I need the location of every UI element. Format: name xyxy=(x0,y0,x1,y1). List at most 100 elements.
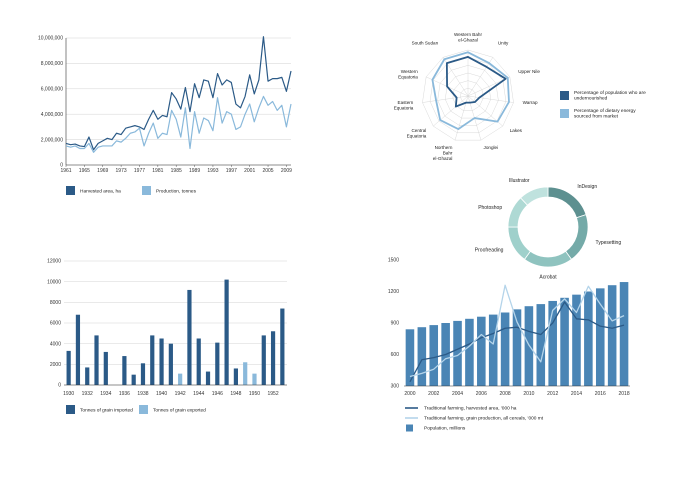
donut-chart-skills: InDesign Typesetting Acrobat Proofreading Ph… xyxy=(475,178,622,280)
radar-chart-food-security: Western Bahr el-Ghazal Unity Upper Nile Warr… xyxy=(394,32,646,161)
bar-1 xyxy=(252,373,257,385)
bar-0 xyxy=(187,289,192,385)
bar-0 xyxy=(215,342,220,385)
legend-swatch xyxy=(139,405,148,414)
y-tick-label: 12000 xyxy=(47,259,61,265)
radar-series-0 xyxy=(445,56,507,108)
population-bar xyxy=(572,294,581,386)
bar-0 xyxy=(280,308,285,385)
population-bar xyxy=(512,309,522,386)
y-tick-label: 600 xyxy=(391,352,400,358)
population-bar xyxy=(584,291,593,386)
x-tick-label: 1944 xyxy=(193,391,204,397)
legend-swatch xyxy=(142,186,151,195)
bar-0 xyxy=(270,331,276,385)
radar-grid-ring xyxy=(445,72,491,119)
legend-swatch xyxy=(560,91,569,100)
y-tick-label: 10,000,000 xyxy=(38,36,63,42)
x-tick-label: 2004 xyxy=(452,391,463,397)
x-tick-label: 2002 xyxy=(428,391,439,397)
radar-axis-label: South Sudan xyxy=(412,41,439,46)
population-bar xyxy=(453,320,462,386)
population-bar xyxy=(595,288,605,386)
x-tick-label: 1950 xyxy=(249,391,260,397)
series-line-2 xyxy=(409,284,625,378)
x-tick-label: 1932 xyxy=(82,391,93,397)
donut-slice xyxy=(523,250,573,268)
legend-swatch xyxy=(66,405,75,414)
legend-label: Production, tonnes xyxy=(156,189,197,195)
radar-axis-label: Upper Nile xyxy=(518,69,540,74)
x-tick-label: 1930 xyxy=(63,391,74,397)
y-tick-label: 6000 xyxy=(50,321,61,327)
legend-label: Traditional farming, grain production, a… xyxy=(424,416,544,422)
donut-label: Photoshop xyxy=(478,205,502,211)
radar-spoke xyxy=(433,95,469,127)
legend-label: Population, millions xyxy=(424,426,466,432)
donut-label: Illustrator xyxy=(509,178,530,184)
y-tick-label: 4,000,000 xyxy=(41,112,63,118)
radar-grid-ring xyxy=(422,49,514,141)
x-tick-label: 1946 xyxy=(212,391,223,397)
bar-0 xyxy=(159,338,164,385)
series-line-0 xyxy=(65,36,292,151)
x-tick-label: 1993 xyxy=(207,168,218,174)
bar-0 xyxy=(168,343,173,385)
x-tick-label: 2009 xyxy=(281,168,292,174)
x-tick-label: 1952 xyxy=(268,391,279,397)
x-tick-label: 2006 xyxy=(476,391,487,397)
y-tick-label: 8000 xyxy=(50,300,61,306)
x-tick-label: 1934 xyxy=(100,391,111,397)
bar-0 xyxy=(196,338,201,385)
bar-0 xyxy=(85,367,90,385)
legend-swatch xyxy=(406,424,413,432)
y-tick-label: 0 xyxy=(58,383,61,389)
legend-label: Tonnes of grain exported xyxy=(153,408,206,414)
bar-0 xyxy=(233,368,238,385)
x-tick-label: 2001 xyxy=(244,168,255,174)
x-tick-label: 1936 xyxy=(119,391,130,397)
bar-0 xyxy=(103,351,108,385)
legend-swatch xyxy=(560,109,569,118)
x-tick-label: 1961 xyxy=(60,168,71,174)
radar-grid-ring xyxy=(437,65,499,126)
x-tick-label: 1985 xyxy=(171,168,182,174)
radar-grid-ring xyxy=(429,57,507,133)
x-tick-label: 2005 xyxy=(262,168,273,174)
y-tick-label: 0 xyxy=(60,163,63,169)
bar-1 xyxy=(178,373,183,385)
x-tick-label: 2014 xyxy=(571,391,582,397)
bar-0 xyxy=(94,335,99,385)
bar-1 xyxy=(243,362,248,385)
population-bar xyxy=(465,318,474,386)
bar-0 xyxy=(140,363,146,385)
x-tick-label: 1969 xyxy=(97,168,108,174)
radar-axis-label: Western Bahr el-Ghazal xyxy=(454,32,482,43)
donut-slice xyxy=(520,186,549,206)
legend-label: Percentage of dietary energy sourced from… xyxy=(574,108,636,120)
y-tick-label: 900 xyxy=(391,321,400,327)
population-bar xyxy=(488,314,498,386)
x-tick-label: 1938 xyxy=(137,391,148,397)
y-tick-label: 2,000,000 xyxy=(41,137,63,143)
y-tick-label: 1200 xyxy=(388,289,399,295)
y-tick-label: 2000 xyxy=(50,362,61,368)
radar-spoke xyxy=(467,95,514,103)
y-tick-label: 10000 xyxy=(47,279,61,285)
population-bar xyxy=(619,282,629,386)
x-tick-label: 1942 xyxy=(175,391,186,397)
bar-0 xyxy=(75,314,81,385)
combo-chart-population-farming: 300 600 900 1200 1500 2000 2002 2004 2006 2008 201… xyxy=(388,258,630,432)
x-tick-label: 2018 xyxy=(618,391,629,397)
population-bar xyxy=(417,327,427,386)
series-line-1 xyxy=(409,301,625,383)
radar-axis-label: Unity xyxy=(498,41,509,46)
population-bar xyxy=(560,297,569,386)
radar-grid-ring xyxy=(452,80,484,111)
y-tick-label: 300 xyxy=(391,384,400,390)
bar-0 xyxy=(122,356,127,385)
donut-slice xyxy=(565,214,589,260)
legend-label: Harvested area, ha xyxy=(80,189,121,195)
bar-0 xyxy=(131,374,136,385)
